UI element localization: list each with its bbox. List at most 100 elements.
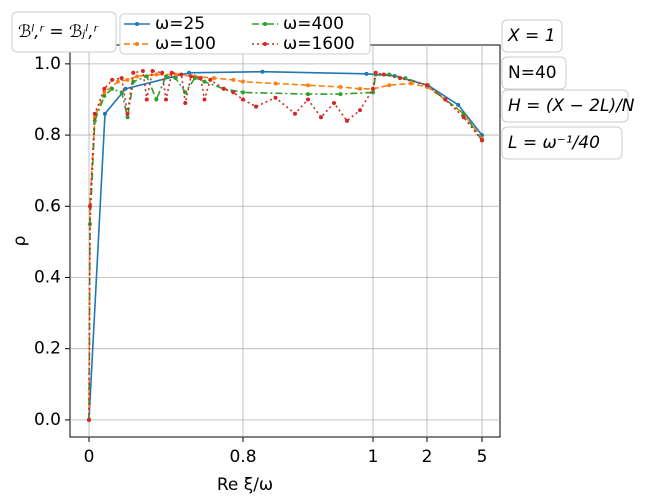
data-point	[169, 70, 174, 75]
data-point	[189, 74, 194, 79]
data-point	[241, 97, 245, 102]
data-point	[398, 76, 402, 81]
data-point	[160, 70, 165, 75]
data-point	[338, 92, 343, 97]
series-line	[88, 73, 483, 420]
legend-marker	[263, 42, 267, 46]
data-point	[231, 90, 236, 95]
data-point	[208, 77, 213, 82]
data-point	[358, 86, 362, 91]
data-point	[456, 102, 461, 107]
legend-label: ω=100	[155, 34, 216, 54]
data-point	[381, 72, 386, 77]
data-point	[131, 70, 136, 75]
data-point	[387, 83, 392, 88]
data-point	[480, 138, 484, 143]
data-point	[164, 74, 168, 79]
annotation: N=40	[508, 63, 557, 83]
x-tick-label: 5	[477, 447, 488, 467]
series-line	[88, 73, 483, 420]
legend-marker	[135, 42, 139, 46]
data-point	[332, 101, 336, 106]
series-line	[88, 70, 483, 420]
data-point	[364, 71, 369, 76]
data-point	[241, 90, 245, 95]
data-point	[425, 83, 429, 88]
data-point	[212, 76, 217, 81]
legend-marker	[135, 22, 139, 26]
annotation: X = 1	[507, 26, 556, 46]
y-tick-label: 0.8	[34, 125, 61, 145]
plot-frame	[69, 44, 501, 438]
x-tick-label: 2	[422, 447, 433, 467]
data-point	[125, 77, 130, 82]
x-tick-label: 0	[84, 447, 95, 467]
data-point	[371, 86, 375, 91]
data-point	[461, 111, 466, 116]
data-point	[273, 81, 278, 86]
data-point	[102, 111, 107, 116]
data-point	[254, 104, 258, 109]
data-point	[131, 79, 136, 84]
data-point	[125, 111, 130, 116]
data-point	[187, 70, 192, 75]
data-point	[202, 79, 207, 84]
annotation-box	[501, 89, 629, 123]
data-point	[306, 92, 310, 97]
data-point	[443, 97, 448, 102]
data-point	[154, 72, 159, 77]
data-point	[154, 97, 159, 102]
data-point	[338, 85, 343, 90]
series-line	[88, 70, 483, 420]
data-point	[92, 111, 97, 116]
data-point	[144, 74, 149, 79]
data-point	[110, 77, 115, 82]
data-point	[135, 74, 140, 79]
x-tick-label: 1	[368, 447, 379, 467]
data-point	[102, 93, 107, 98]
annotation: ℬˡ,ʳ = ℬⱼˡ,ʳ	[18, 22, 99, 42]
annotation-box	[11, 11, 117, 53]
data-point	[87, 417, 91, 422]
annotation: L = ω⁻¹/40	[508, 133, 600, 153]
data-point	[273, 95, 278, 100]
data-point	[306, 97, 310, 102]
y-tick-label: 1.0	[34, 54, 61, 74]
data-point	[345, 118, 349, 123]
annotation: H = (X − 2L)/N	[508, 96, 635, 116]
annotation-box	[501, 126, 623, 160]
data-point	[293, 111, 297, 116]
data-point	[150, 68, 155, 73]
legend-marker	[263, 22, 267, 26]
y-tick-label: 0.2	[34, 339, 61, 359]
data-point	[198, 76, 203, 81]
data-point	[371, 90, 375, 95]
legend-label: ω=400	[283, 14, 344, 34]
data-point	[164, 97, 168, 102]
data-point	[119, 90, 124, 95]
data-point	[144, 97, 149, 102]
data-point	[110, 86, 115, 91]
data-point	[202, 97, 207, 102]
data-point	[140, 68, 145, 73]
data-point	[119, 76, 124, 81]
data-point	[102, 86, 107, 91]
data-point	[241, 79, 245, 84]
legend-box	[119, 13, 371, 55]
legend-label: ω=25	[155, 14, 205, 34]
data-point	[319, 115, 323, 120]
y-tick-label: 0.4	[34, 267, 61, 287]
data-point	[408, 81, 413, 86]
data-point	[123, 86, 128, 91]
data-point	[173, 76, 178, 81]
data-point	[125, 115, 130, 120]
y-tick-label: 0.0	[34, 410, 61, 430]
data-point	[306, 83, 310, 88]
legend-label: ω=1600	[283, 34, 355, 54]
data-point	[179, 72, 184, 77]
data-point	[231, 77, 236, 82]
y-axis-label: ρ	[10, 236, 30, 247]
annotation-box	[501, 19, 563, 53]
data-point	[373, 70, 378, 75]
